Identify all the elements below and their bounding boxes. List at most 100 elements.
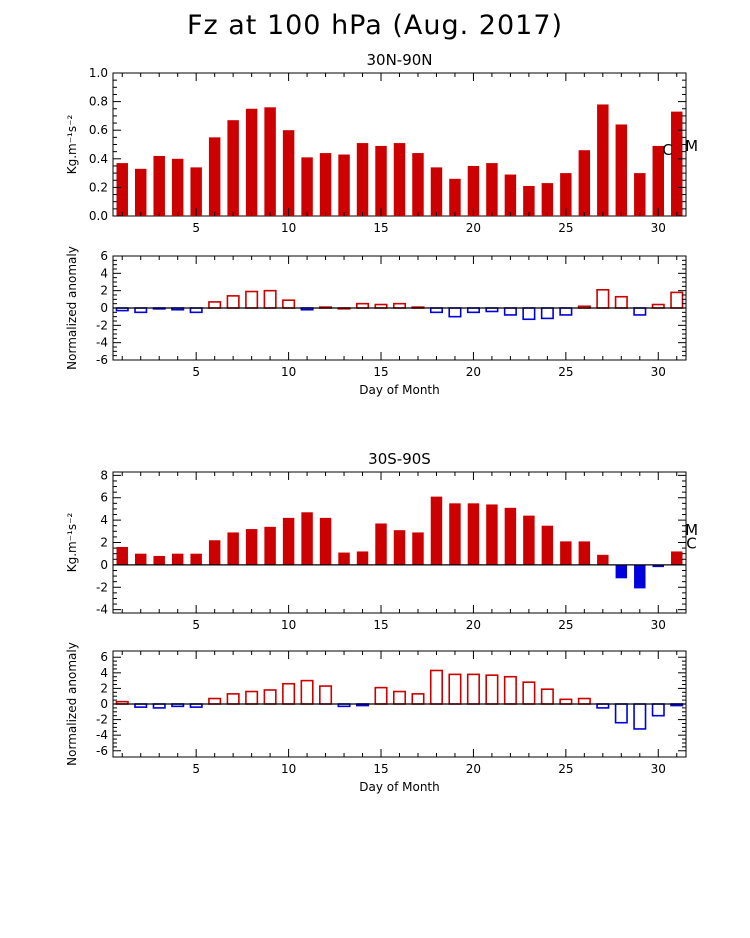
x-tick-label: 30	[651, 221, 666, 235]
bar-day-8	[245, 690, 259, 705]
bar-day-18	[430, 496, 443, 565]
bar-day-11	[301, 157, 313, 216]
bar-day-24	[540, 307, 554, 320]
bar-day-19	[448, 673, 462, 705]
y-tick-label: 4	[100, 666, 108, 680]
bar-day-6	[208, 540, 221, 565]
bar-day-6	[208, 697, 222, 705]
bar-day-10	[282, 517, 295, 565]
bar-day-31	[671, 111, 683, 216]
bar-day-29	[634, 173, 646, 216]
bar-day-9	[263, 689, 277, 705]
x-tick-label: 20	[466, 762, 481, 776]
bar-day-4	[171, 553, 184, 565]
x-tick-label: 30	[651, 365, 666, 379]
bar-day-21	[486, 504, 498, 565]
bar-day-10	[282, 130, 295, 216]
bar-day-17	[411, 693, 425, 705]
bar-day-15	[375, 145, 387, 216]
bar-day-29	[633, 307, 647, 316]
bar-day-20	[467, 165, 480, 216]
bar-day-25	[560, 541, 572, 565]
y-tick-label: 0.6	[89, 123, 108, 137]
y-tick-label: 2	[100, 681, 108, 695]
bar-day-29	[634, 564, 646, 589]
bar-day-31	[670, 291, 684, 309]
bar-day-2	[134, 307, 148, 314]
bar-day-26	[578, 150, 591, 216]
bar-day-25	[559, 307, 573, 316]
bar-day-23	[523, 185, 535, 216]
bar-day-22	[504, 174, 517, 216]
y-tick-label: 0	[100, 301, 108, 315]
bar-day-8	[245, 290, 259, 309]
bar-day-10	[282, 682, 296, 705]
bar-day-2	[135, 553, 147, 565]
bar-day-13	[338, 552, 350, 565]
y-tick-label: -4	[96, 336, 108, 350]
bar-day-27	[597, 104, 609, 216]
bar-day-9	[264, 107, 276, 216]
bar-day-19	[449, 178, 461, 216]
bar-day-31	[671, 551, 683, 565]
y-tick-label: 4	[100, 513, 108, 527]
y-tick-label: 1.0	[89, 66, 108, 80]
bar-day-28	[614, 295, 628, 309]
x-tick-label: 10	[281, 618, 296, 632]
bar-day-18	[430, 167, 443, 216]
bar-day-13	[338, 154, 350, 216]
bar-day-14	[356, 143, 369, 216]
x-tick-label: 5	[192, 618, 200, 632]
bar-day-26	[577, 697, 591, 705]
bar-day-24	[540, 688, 554, 705]
y-tick-label: -4	[96, 728, 108, 742]
bar-day-7	[227, 120, 239, 216]
bar-day-12	[319, 685, 333, 705]
bar-day-22	[503, 307, 517, 316]
bar-day-20	[467, 503, 480, 565]
bar-day-5	[190, 167, 202, 216]
y-axis-label: Normalized anomaly	[65, 246, 79, 370]
bar-day-7	[227, 532, 239, 565]
x-tick-label: 10	[281, 762, 296, 776]
bar-day-5	[190, 553, 202, 565]
bar-day-19	[448, 307, 462, 318]
x-tick-label: 30	[651, 762, 666, 776]
x-tick-label: 25	[558, 365, 573, 379]
x-tick-label: 15	[373, 618, 388, 632]
bar-day-11	[300, 679, 314, 705]
x-tick-label: 10	[281, 221, 296, 235]
panel-30n-90n-anomaly: 5 10 15 20 25 30 -6 -4 -2 0 2 4 6 Normalized anomaly D…	[65, 246, 687, 397]
bar-day-30	[652, 145, 664, 216]
bar-day-6	[208, 301, 222, 309]
bar-day-12	[319, 153, 332, 216]
y-tick-label: 0.4	[89, 152, 108, 166]
annotation-label: M	[685, 137, 698, 155]
y-tick-label: 0.0	[89, 209, 108, 223]
bar-day-3	[153, 155, 165, 216]
y-tick-label: 0.8	[89, 95, 108, 109]
bar-day-7	[226, 693, 240, 705]
annotation-label: C	[662, 141, 672, 159]
bar-day-18	[429, 307, 443, 314]
bar-day-16	[393, 530, 406, 565]
bar-day-26	[578, 541, 591, 565]
bar-day-3	[153, 555, 165, 565]
x-axis-label: Day of Month	[359, 780, 440, 794]
y-tick-label: 2	[100, 284, 108, 298]
bar-day-28	[615, 124, 628, 216]
y-tick-label: -2	[96, 713, 108, 727]
y-tick-label: -2	[96, 318, 108, 332]
bar-day-21	[486, 163, 498, 216]
panel-30s-90s-flux: 5 10 15 20 25 30 -4 -2 0 2 4 6 8 Kg.m⁻¹s⁻² 30S-90S MC	[65, 450, 698, 632]
x-tick-label: 20	[466, 365, 481, 379]
y-tick-label: -4	[96, 603, 108, 617]
bar-day-24	[541, 525, 554, 565]
y-tick-label: 2	[100, 536, 108, 550]
x-axis-label: Day of Month	[359, 383, 440, 397]
bar-day-27	[596, 288, 610, 309]
y-tick-label: -2	[96, 580, 108, 594]
x-tick-label: 15	[373, 221, 388, 235]
bar-day-9	[264, 526, 276, 565]
